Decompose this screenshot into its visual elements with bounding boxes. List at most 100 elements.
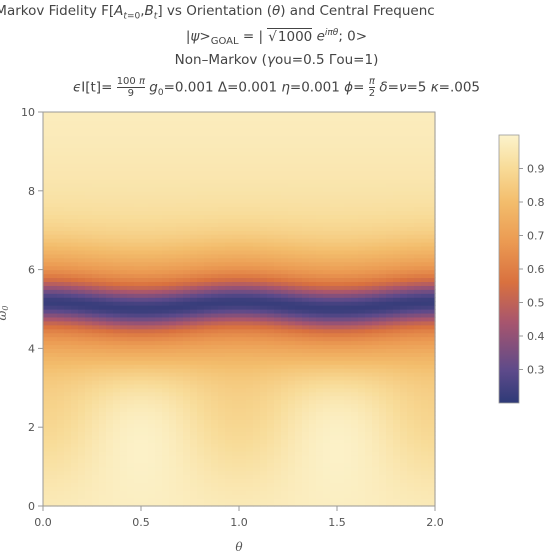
heatmap-cell xyxy=(337,265,345,271)
heatmap-cell xyxy=(120,482,128,487)
heatmap-cell xyxy=(169,344,177,349)
heatmap-cell xyxy=(253,344,261,349)
heatmap-cell xyxy=(288,340,296,346)
heatmap-cell xyxy=(141,230,149,235)
heatmap-cell xyxy=(134,175,142,180)
heatmap-cell xyxy=(92,135,100,141)
heatmap-cell xyxy=(183,364,191,369)
heatmap-cell xyxy=(211,151,219,156)
heatmap-cell xyxy=(176,131,184,137)
heatmap-cell xyxy=(337,403,345,409)
heatmap-cell xyxy=(288,238,296,243)
heatmap-cell xyxy=(134,222,142,227)
heatmap-cell xyxy=(253,175,261,180)
heatmap-cell xyxy=(71,123,79,129)
heatmap-cell xyxy=(281,242,289,247)
heatmap-cell xyxy=(260,159,268,164)
heatmap-cell xyxy=(92,348,100,353)
heatmap-cell xyxy=(211,332,219,338)
heatmap-cell xyxy=(92,139,100,145)
heatmap-cell xyxy=(85,419,93,424)
heatmap-cell xyxy=(316,115,324,121)
heatmap-cell xyxy=(57,379,65,385)
heatmap-cell xyxy=(50,301,58,306)
heatmap-cell xyxy=(302,261,310,267)
heatmap-cell xyxy=(50,399,58,405)
heatmap-cell xyxy=(225,431,233,436)
heatmap-cell xyxy=(113,151,121,156)
heatmap-cell xyxy=(379,190,387,196)
heatmap-cell xyxy=(113,175,121,180)
heatmap-cell xyxy=(337,375,345,381)
heatmap-cell xyxy=(148,435,156,440)
heatmap-cell xyxy=(295,238,303,243)
heatmap-cell xyxy=(309,143,317,149)
heatmap-cell xyxy=(351,277,359,283)
heatmap-cell xyxy=(358,340,366,346)
heatmap-cell xyxy=(351,159,359,164)
heatmap-cell xyxy=(281,218,289,223)
heatmap-cell xyxy=(134,490,142,495)
heatmap-cell xyxy=(246,182,254,188)
heatmap-cell xyxy=(85,167,93,172)
heatmap-cell xyxy=(106,178,114,184)
heatmap-cell xyxy=(386,202,394,208)
heatmap-cell xyxy=(316,375,324,381)
heatmap-cell xyxy=(141,482,149,487)
heatmap-cell xyxy=(281,297,289,302)
heatmap-cell xyxy=(330,127,338,133)
heatmap-cell xyxy=(288,112,296,117)
heatmap-cell xyxy=(211,234,219,239)
heatmap-cell xyxy=(113,127,121,133)
heatmap-cell xyxy=(190,127,198,133)
heatmap-cell xyxy=(246,320,254,326)
heatmap-cell xyxy=(267,269,275,275)
heatmap-cell xyxy=(344,431,352,436)
heatmap-cell xyxy=(141,454,149,460)
heatmap-cell xyxy=(246,143,254,149)
heatmap-cell xyxy=(211,289,219,294)
heatmap-cell xyxy=(162,372,170,377)
heatmap-cell xyxy=(316,151,324,156)
heatmap-cell xyxy=(148,112,156,117)
heatmap-cell xyxy=(43,115,51,121)
heatmap-cell xyxy=(232,277,240,283)
heatmap-cell xyxy=(162,245,170,251)
heatmap-cell xyxy=(113,454,121,460)
heatmap-cell xyxy=(295,312,303,318)
heatmap-cell xyxy=(232,139,240,145)
heatmap-cell xyxy=(134,498,142,503)
heatmap-cell xyxy=(344,474,352,480)
heatmap-cell xyxy=(162,194,170,200)
heatmap-cell xyxy=(134,494,142,499)
heatmap-cell xyxy=(260,218,268,223)
heatmap-cell xyxy=(253,273,261,279)
heatmap-cell xyxy=(190,238,198,243)
heatmap-cell xyxy=(386,309,394,314)
heatmap-cell xyxy=(127,112,135,117)
heatmap-cell xyxy=(232,407,240,413)
heatmap-cell xyxy=(225,269,233,275)
heatmap-cell xyxy=(113,143,121,149)
heatmap-cell xyxy=(316,309,324,314)
heatmap-cell xyxy=(92,439,100,444)
heatmap-cell xyxy=(232,498,240,503)
heatmap-cell xyxy=(64,486,72,491)
heatmap-cell xyxy=(211,442,219,448)
heatmap-cell xyxy=(141,175,149,180)
heatmap-cell xyxy=(358,494,366,499)
heatmap-cell xyxy=(295,143,303,149)
heatmap-cell xyxy=(57,364,65,369)
heatmap-cell xyxy=(302,442,310,448)
heatmap-cell xyxy=(120,214,128,219)
heatmap-cell xyxy=(92,115,100,121)
heatmap-cell xyxy=(127,230,135,235)
heatmap-cell xyxy=(162,143,170,149)
heatmap-cell xyxy=(274,502,282,507)
heatmap-cell xyxy=(99,391,107,397)
heatmap-cell xyxy=(85,431,93,436)
heatmap-cell xyxy=(218,442,226,448)
heatmap-cell xyxy=(64,474,72,480)
heatmap-cell xyxy=(183,230,191,235)
heatmap-cell xyxy=(204,214,212,219)
